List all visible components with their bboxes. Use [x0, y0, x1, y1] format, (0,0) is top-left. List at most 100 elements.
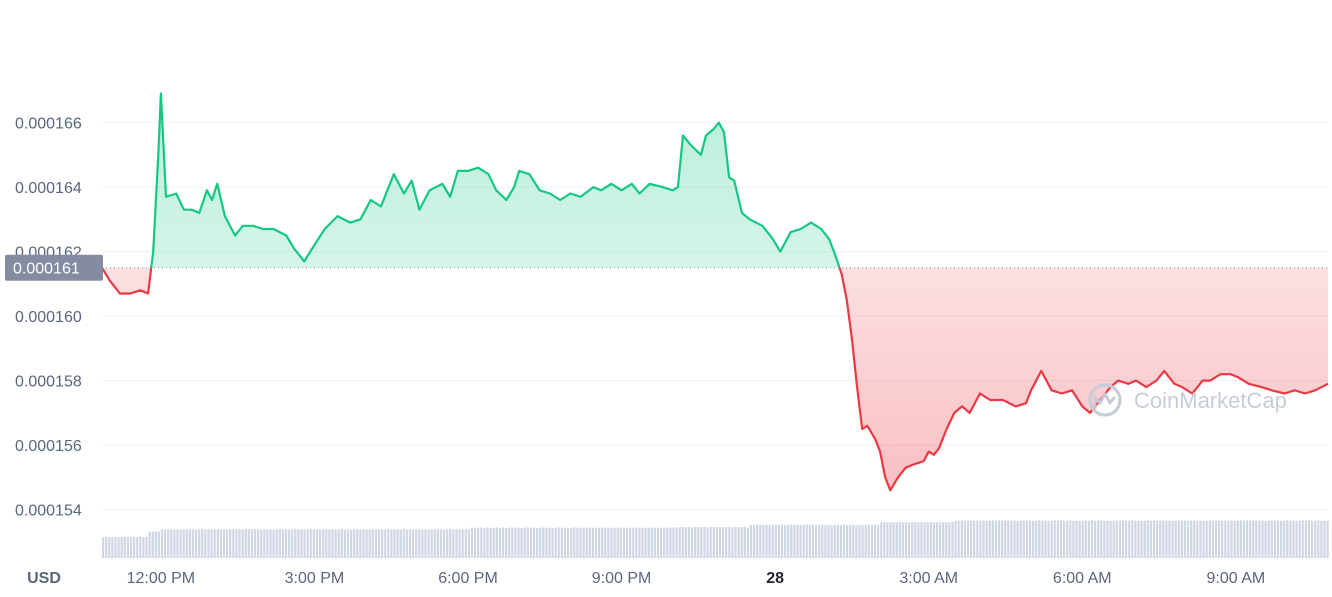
price-line[interactable] [101, 92, 1329, 492]
volume-bar [1255, 520, 1258, 558]
volume-bar [173, 529, 176, 558]
volume-bar [641, 527, 644, 558]
volume-bar [1078, 520, 1081, 558]
volume-bar [808, 525, 811, 558]
volume-bar [470, 527, 474, 558]
volume-bar [963, 520, 966, 558]
volume-bar [1165, 520, 1168, 558]
volume-bar [678, 527, 681, 558]
volume-bar [973, 520, 976, 558]
volume-bar [390, 529, 393, 558]
volume-bar [306, 529, 309, 558]
area-fill-above [102, 93, 1328, 268]
volume-bar [666, 527, 669, 558]
volume-bar [1019, 520, 1022, 558]
volume-bar [979, 520, 982, 558]
volume-bar [439, 529, 443, 558]
x-tick-label: 6:00 PM [438, 570, 498, 587]
y-tick-label: 0.000164 [15, 180, 82, 197]
volume-bar [443, 529, 446, 558]
volume-bar [954, 520, 957, 558]
volume-bar [570, 527, 573, 558]
area-fill-below [102, 267, 1328, 491]
y-tick-label: 0.000156 [15, 438, 82, 455]
volume-bar [1125, 520, 1128, 558]
volume-bar [681, 526, 684, 558]
volume-bar [207, 529, 210, 558]
volume-bar [604, 527, 607, 558]
price-line-below[interactable] [101, 94, 1329, 492]
x-tick-label: 28 [766, 570, 784, 587]
volume-bar [756, 524, 759, 558]
volume-bar [629, 527, 632, 558]
volume-bar [1174, 520, 1177, 558]
volume-bar [802, 524, 805, 558]
volume-bar [684, 527, 687, 558]
volume-bar [873, 524, 877, 558]
volume-bar [387, 529, 390, 558]
volume-bar [257, 529, 260, 558]
volume-bar [852, 524, 855, 558]
volume-bar [356, 529, 359, 558]
volume-bar [725, 527, 728, 558]
volume-bar [948, 522, 951, 558]
volume-bar [480, 527, 483, 558]
volume-bar [210, 529, 213, 558]
volume-bar [1224, 520, 1227, 558]
volume-bar [424, 529, 427, 558]
volume-bar [511, 527, 514, 558]
volume-bar [269, 529, 272, 558]
volume-bar [644, 527, 647, 558]
volume-bar [715, 527, 718, 558]
volume-bar [753, 525, 756, 558]
volume-bar [653, 527, 656, 558]
volume-bar [790, 524, 793, 558]
volume-bar [1028, 520, 1032, 558]
volume-bar [1156, 520, 1159, 558]
volume-bar [532, 527, 536, 558]
volume-bar [976, 520, 979, 558]
volume-bar [567, 527, 570, 558]
volume-bar [1103, 520, 1106, 558]
volume-bar [1218, 520, 1221, 558]
volume-bar [498, 527, 501, 558]
volume-bar [464, 529, 467, 558]
volume-bar [1183, 520, 1187, 558]
volume-bar [117, 537, 120, 558]
volume-bar [322, 529, 325, 558]
volume-bar [660, 527, 663, 558]
volume-bar [982, 520, 985, 558]
volume-bar [1267, 520, 1270, 558]
volume-bar [737, 527, 740, 558]
volume-bar [371, 529, 374, 558]
volume-bar [777, 525, 780, 558]
volume-bar [272, 529, 275, 558]
volume-bar [669, 527, 672, 558]
volume-bar [1233, 520, 1236, 558]
volume-bar [151, 531, 154, 558]
volume-bar [1323, 520, 1326, 558]
volume-bar [309, 529, 312, 558]
volume-bar [350, 529, 353, 558]
volume-bar [970, 520, 973, 558]
volume-bar [226, 529, 229, 558]
volume-bar [359, 529, 362, 558]
volume-bar [222, 529, 226, 558]
price-line-above[interactable] [101, 92, 1328, 491]
volume-bar [182, 529, 185, 558]
x-axis: 12:00 PM 3:00 PM 6:00 PM 9:00 PM 28 3:00 AM 6:… [127, 570, 1266, 587]
volume-bar [381, 529, 384, 558]
volume-bar [219, 529, 222, 558]
volume-bar [1047, 520, 1050, 558]
volume-bar [281, 529, 284, 558]
volume-bar [1289, 520, 1292, 558]
volume-bar [1063, 520, 1066, 558]
volume-bar [449, 529, 452, 558]
volume-bar [343, 529, 346, 558]
volume-bar [842, 524, 846, 558]
x-tick-label: 12:00 PM [127, 570, 195, 587]
volume-bar [393, 529, 396, 558]
volume-bar [495, 527, 498, 558]
